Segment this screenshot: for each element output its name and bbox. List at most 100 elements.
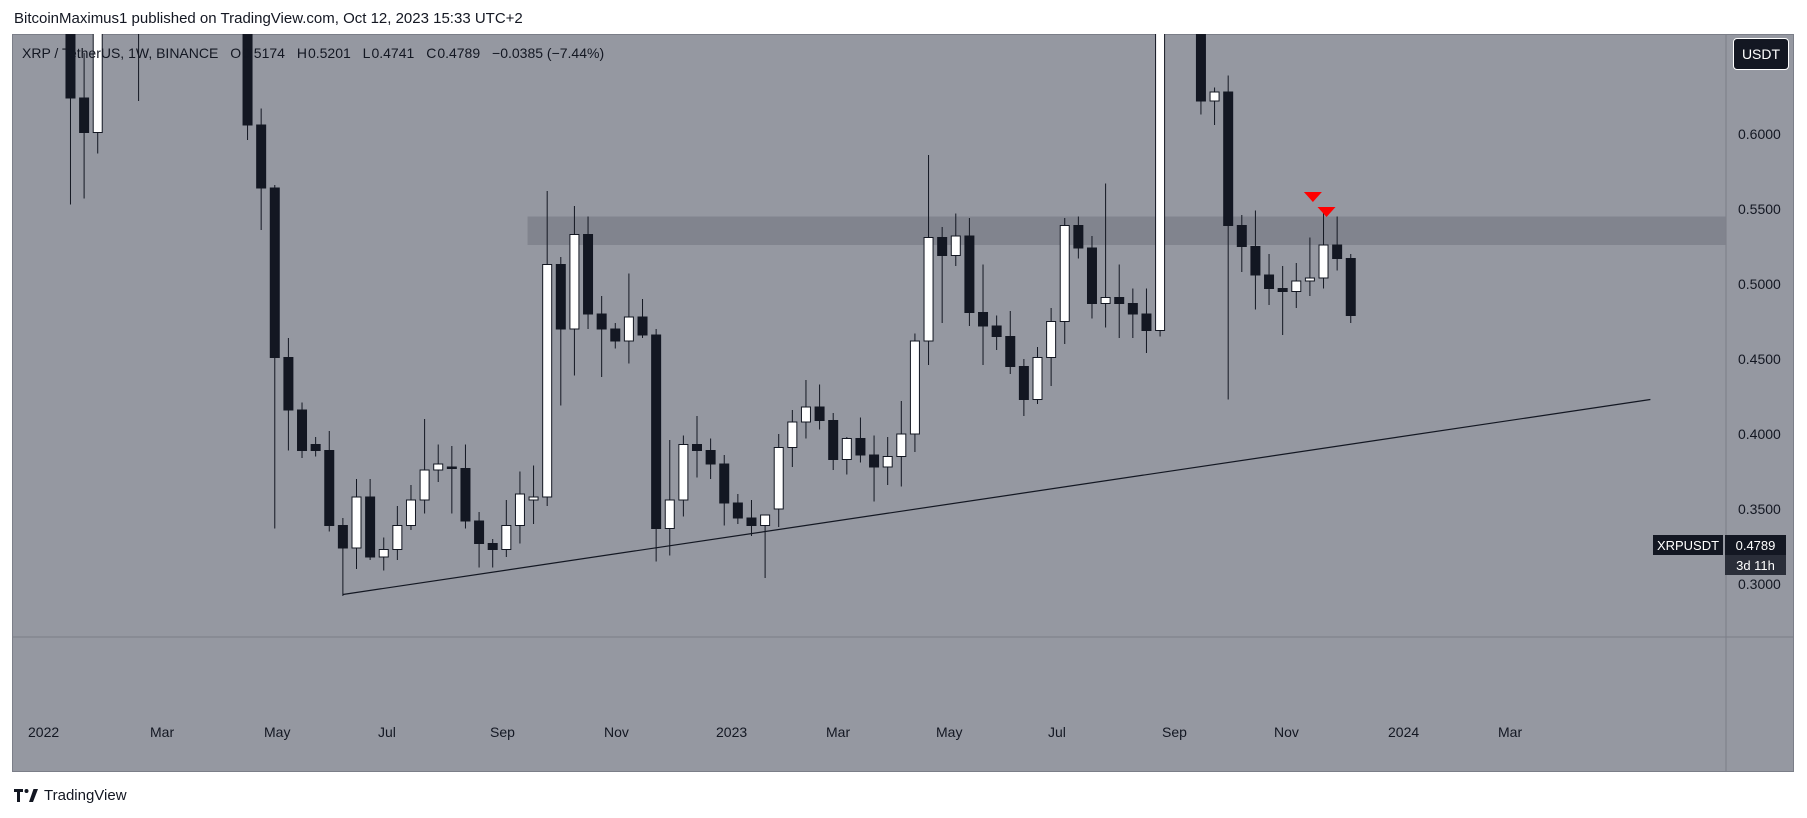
candle-down[interactable] xyxy=(1115,298,1124,304)
candle-down[interactable] xyxy=(556,265,565,330)
candle-up[interactable] xyxy=(1047,322,1056,358)
candle-down[interactable] xyxy=(1019,367,1028,400)
candle-down[interactable] xyxy=(1251,247,1260,276)
candle-down[interactable] xyxy=(638,317,647,335)
currency-button[interactable]: USDT xyxy=(1733,38,1789,70)
candle-down[interactable] xyxy=(733,503,742,518)
candle-down[interactable] xyxy=(1333,245,1342,259)
candle-up[interactable] xyxy=(434,464,443,470)
rejection-marker xyxy=(1304,192,1322,202)
candle-down[interactable] xyxy=(66,34,75,98)
candle-down[interactable] xyxy=(1006,337,1015,367)
candle-down[interactable] xyxy=(461,469,470,522)
time-tick-label: May xyxy=(264,724,290,740)
open-label: O xyxy=(230,45,241,61)
candle-down[interactable] xyxy=(284,358,293,411)
candle-up[interactable] xyxy=(1060,226,1069,322)
time-tick-label: Sep xyxy=(1162,724,1187,740)
candle-up[interactable] xyxy=(1292,281,1301,292)
candle-down[interactable] xyxy=(1346,259,1355,316)
candle-down[interactable] xyxy=(366,497,375,557)
candle-down[interactable] xyxy=(1087,248,1096,304)
candle-down[interactable] xyxy=(870,455,879,467)
candle-up[interactable] xyxy=(801,407,810,422)
candle-down[interactable] xyxy=(1128,304,1137,315)
candle-down[interactable] xyxy=(488,544,497,550)
candle-up[interactable] xyxy=(761,515,770,526)
candle-up[interactable] xyxy=(393,526,402,550)
candle-up[interactable] xyxy=(1305,278,1314,281)
candle-down[interactable] xyxy=(938,238,947,256)
candle-up[interactable] xyxy=(529,497,538,500)
candle-up[interactable] xyxy=(679,445,688,501)
candle-up[interactable] xyxy=(624,317,633,341)
candle-down[interactable] xyxy=(447,467,456,469)
candle-up[interactable] xyxy=(406,500,415,526)
price-tick-label: 0.4500 xyxy=(1738,351,1781,367)
candle-up[interactable] xyxy=(1156,34,1165,331)
candle-down[interactable] xyxy=(815,407,824,421)
candle-down[interactable] xyxy=(325,451,334,526)
candle-down[interactable] xyxy=(706,451,715,465)
candle-down[interactable] xyxy=(597,314,606,329)
candle-up[interactable] xyxy=(379,550,388,558)
candle-up[interactable] xyxy=(883,457,892,468)
candle-up[interactable] xyxy=(774,448,783,510)
tradingview-logo-icon xyxy=(14,789,38,802)
time-tick-label: Jul xyxy=(1048,724,1066,740)
time-tick-label: Mar xyxy=(826,724,850,740)
candle-down[interactable] xyxy=(693,445,702,451)
candle-down[interactable] xyxy=(1196,34,1205,101)
candle-up[interactable] xyxy=(951,236,960,256)
candle-down[interactable] xyxy=(1224,92,1233,226)
price-tick-label: 0.6000 xyxy=(1738,126,1781,142)
candle-down[interactable] xyxy=(1237,226,1246,247)
candle-down[interactable] xyxy=(720,464,729,503)
candle-up[interactable] xyxy=(1319,245,1328,278)
candle-down[interactable] xyxy=(829,421,838,460)
candle-up[interactable] xyxy=(1210,92,1219,101)
candle-down[interactable] xyxy=(1265,275,1274,289)
candle-up[interactable] xyxy=(515,494,524,526)
candle-up[interactable] xyxy=(788,422,797,448)
candle-down[interactable] xyxy=(652,335,661,529)
candle-up[interactable] xyxy=(842,439,851,460)
candle-down[interactable] xyxy=(747,518,756,526)
candle-down[interactable] xyxy=(584,235,593,315)
change-value: −0.0385 (−7.44%) xyxy=(492,45,604,61)
candle-down[interactable] xyxy=(1074,226,1083,249)
time-tick-label: 2024 xyxy=(1388,724,1419,740)
footer-brand[interactable]: TradingView xyxy=(14,787,127,804)
candle-up[interactable] xyxy=(352,497,361,548)
candle-down[interactable] xyxy=(979,313,988,327)
candle-down[interactable] xyxy=(298,410,307,451)
candle-down[interactable] xyxy=(80,98,89,133)
candle-down[interactable] xyxy=(992,326,1001,337)
candle-up[interactable] xyxy=(924,238,933,342)
candle-up[interactable] xyxy=(1101,298,1110,304)
candle-down[interactable] xyxy=(475,521,484,544)
candle-up[interactable] xyxy=(543,265,552,498)
candle-up[interactable] xyxy=(665,500,674,529)
candle-down[interactable] xyxy=(270,188,279,358)
candle-down[interactable] xyxy=(1142,314,1151,331)
candle-up[interactable] xyxy=(570,235,579,330)
candle-up[interactable] xyxy=(897,434,906,457)
candle-up[interactable] xyxy=(1033,358,1042,400)
candle-up[interactable] xyxy=(910,341,919,434)
low-label: L xyxy=(363,45,371,61)
footer-brand-label: TradingView xyxy=(44,787,127,804)
resistance-zone-2 xyxy=(528,217,1726,246)
chart-canvas[interactable]: 1.00000.95000.90000.85000.80000.75000.70… xyxy=(12,34,1794,772)
candle-down[interactable] xyxy=(965,236,974,313)
time-tick-label: Mar xyxy=(150,724,174,740)
bar-countdown: 3d 11h xyxy=(1725,555,1786,575)
candle-down[interactable] xyxy=(311,445,320,451)
candle-up[interactable] xyxy=(502,526,511,550)
candle-down[interactable] xyxy=(856,439,865,456)
candle-down[interactable] xyxy=(611,329,620,341)
candle-down[interactable] xyxy=(338,526,347,549)
candle-up[interactable] xyxy=(420,470,429,500)
candle-down[interactable] xyxy=(1278,289,1287,292)
candle-down[interactable] xyxy=(257,125,266,188)
